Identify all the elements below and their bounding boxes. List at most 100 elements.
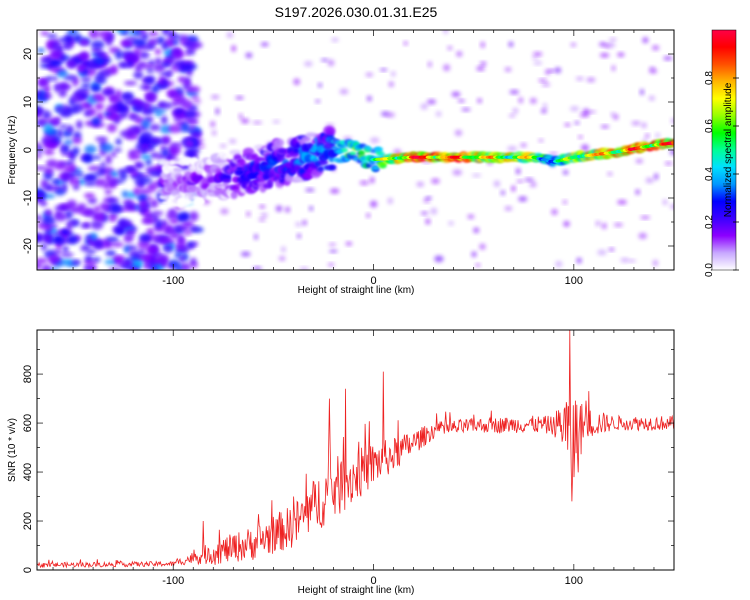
spectrogram-noise-blob [123,80,138,86]
spectrogram-noise-blob [189,124,195,131]
spectrogram-noise-blob [327,59,335,67]
spectrogram-noise-blob [272,120,281,124]
spectrogram-noise-blob [43,148,55,156]
spectrogram-noise-blob [195,139,205,144]
spectrogram-noise-blob [508,114,516,118]
spectrogram-noise-blob [168,37,175,47]
spectrogram-noise-blob [162,243,174,254]
spectrogram-xtick-label: 100 [565,275,583,287]
spectrogram-noise-blob [142,101,153,109]
spectrogram-noise-blob [467,214,475,220]
spectrogram-ridge-blob [361,159,369,165]
spectrogram-ridge-blob [341,147,349,153]
spectrogram-noise-blob [328,243,337,247]
colorbar-tick-label: 0.6 [704,119,715,133]
spectrogram-noise-blob [538,138,544,143]
spectrogram-noise-blob [198,144,206,149]
spectrogram-noise-blob [452,169,463,176]
spectrogram-noise-blob [115,138,122,146]
spectrogram-noise-blob [138,233,152,243]
spectrogram-noise-blob [154,48,162,55]
spectrogram-noise-blob [171,47,182,55]
spectrogram-noise-blob [167,144,182,155]
spectrogram-noise-blob [177,234,185,243]
spectrogram-noise-blob [562,200,568,205]
spectrogram-noise-blob [120,93,133,99]
spectrogram-noise-blob [58,88,67,98]
spectrogram-noise-blob [71,146,80,156]
spectrogram-noise-blob [61,42,72,51]
spectrogram-ridge-blob [378,152,386,157]
spectrogram-ridge-blob [236,166,244,171]
spectrogram-noise-blob [94,102,104,111]
spectrogram-noise-blob [160,115,168,125]
spectrogram-noise-blob [45,159,58,169]
spectrogram-noise-blob [529,97,537,104]
spectrogram-ytick-label: 20 [22,48,34,60]
spectrogram-noise-blob [106,123,117,133]
spectrogram-noise-blob [95,51,107,59]
spectrogram-noise-blob [191,263,199,268]
spectrogram-noise-blob [252,120,263,125]
snr-ytick-label: 400 [22,463,34,481]
spectrogram-noise-blob [578,135,583,139]
spectrogram-ytick-label: 10 [22,96,34,108]
spectrogram-noise-blob [554,67,562,74]
spectrogram-noise-blob [108,94,117,103]
spectrogram-noise-blob [53,235,64,243]
spectrogram-noise-blob [651,45,660,51]
spectrogram-noise-blob [575,76,584,81]
spectrogram-noise-blob [37,144,44,154]
spectrogram-noise-blob [87,165,102,171]
spectrogram-noise-blob [66,60,76,69]
spectrogram-noise-blob [105,154,112,165]
spectrogram-noise-blob [79,210,93,215]
spectrogram-noise-blob [138,84,153,90]
spectrogram-noise-blob [178,255,186,263]
spectrogram-blobs [37,30,674,270]
spectrogram-noise-blob [44,167,54,175]
spectrogram-noise-blob [473,227,480,234]
spectrogram-noise-blob [620,257,630,263]
spectrogram-noise-blob [90,40,105,49]
colorbar-tick-label: 0.0 [704,263,715,277]
spectrogram-noise-blob [187,85,201,93]
spectrogram-noise-blob [74,172,85,177]
spectrogram-noise-blob [524,178,534,182]
spectrogram-noise-blob [169,232,180,239]
spectrogram-noise-blob [94,136,109,142]
spectrogram-noise-blob [425,196,432,200]
snr-xlabel: Height of straight line (km) [298,585,415,596]
spectrogram-noise-blob [611,65,616,72]
spectrogram-ridge-blob [226,168,233,174]
spectrogram-noise-blob [388,81,394,88]
spectrogram-noise-blob [548,69,555,73]
spectrogram-noise-blob [231,45,237,52]
spectrogram-noise-blob [220,208,229,215]
spectrogram-noise-blob [174,107,185,115]
spectrogram-noise-blob [369,137,380,144]
spectrogram-noise-blob [475,263,481,267]
spectrogram-noise-blob [431,178,440,184]
spectrogram-noise-blob [53,212,67,222]
spectrogram-noise-blob [118,62,129,69]
spectrogram-ridge-blob [192,174,204,182]
spectrogram-noise-blob [447,45,453,51]
colorbar-label: Normalized spectral amplitude [723,82,734,217]
spectrogram-noise-blob [443,64,451,72]
spectrogram-noise-blob [120,39,131,47]
spectrogram-noise-blob [84,144,97,154]
spectrogram-noise-blob [45,226,53,231]
spectrogram-noise-blob [39,63,51,69]
spectrogram-noise-blob [40,31,50,36]
spectrogram-noise-blob [94,177,107,187]
spectrogram-noise-blob [146,92,157,103]
spectrogram-ridge-blob [242,147,255,156]
spectrogram-noise-blob [146,182,158,192]
spectrogram-noise-blob [443,30,449,34]
spectrogram-noise-blob [574,121,580,125]
spectrogram-noise-blob [365,72,374,77]
snr-xtick-label: 100 [565,575,583,587]
spectrogram-ridge-blob [229,149,242,156]
spectrogram-noise-blob [403,41,408,46]
